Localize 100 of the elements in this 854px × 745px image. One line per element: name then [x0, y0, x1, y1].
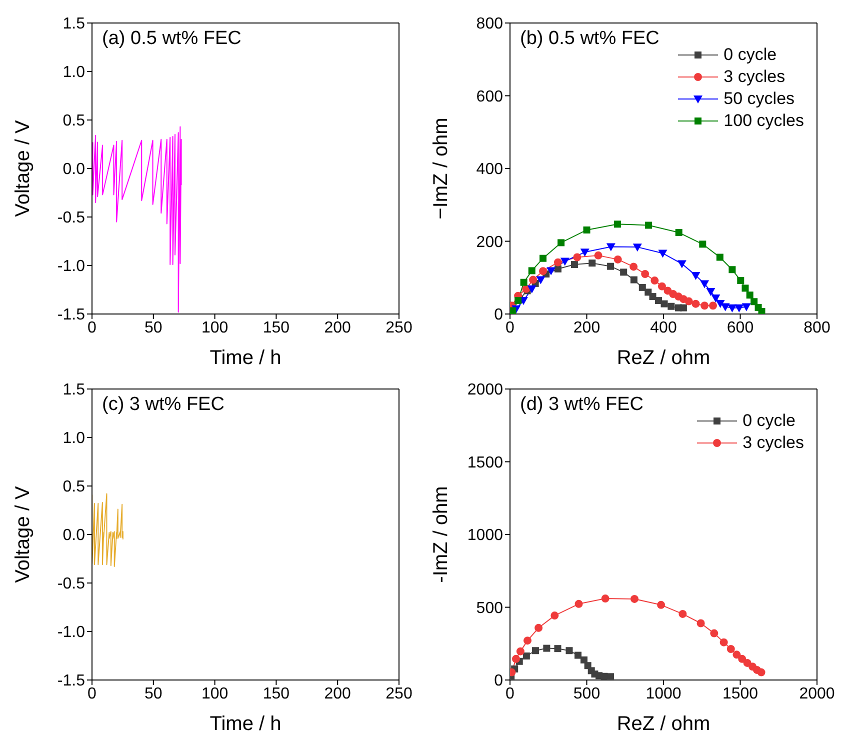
point: [534, 624, 543, 632]
point: [583, 226, 590, 234]
point: [614, 255, 622, 264]
y-tick-label: 1.5: [62, 382, 86, 399]
point: [632, 244, 642, 252]
point: [536, 276, 546, 284]
point: [758, 308, 766, 314]
point: [520, 278, 528, 286]
point: [746, 292, 754, 299]
point: [588, 260, 596, 267]
point: [700, 302, 709, 310]
legend-label: 50 cycles: [724, 88, 795, 110]
point: [641, 270, 650, 278]
y-tick-label: 1500: [467, 454, 504, 472]
x-tick-label: 0: [506, 319, 515, 336]
y-tick-label: -1.0: [57, 258, 86, 276]
point: [716, 300, 725, 308]
x-axis-title: Time / h: [210, 713, 282, 735]
point: [638, 284, 646, 291]
chart-title: (a) 0.5 wt% FEC: [102, 28, 242, 50]
y-tick-label: 1000: [467, 527, 504, 544]
y-tick-label: -1.5: [57, 306, 86, 324]
point: [529, 276, 538, 284]
point: [594, 251, 602, 260]
point: [757, 668, 766, 676]
y-tick-label: 2000: [467, 382, 504, 399]
point: [560, 258, 570, 266]
point: [554, 645, 562, 652]
y-tick-label: 200: [476, 234, 504, 251]
point: [580, 656, 588, 664]
point: [658, 282, 666, 290]
x-tick-label: 100: [201, 319, 228, 336]
legend-label: 100 cycles: [724, 110, 804, 132]
x-axis-title: ReZ / ohm: [616, 347, 710, 369]
point: [696, 619, 705, 628]
x-tick-label: 400: [650, 319, 677, 336]
point: [742, 284, 749, 292]
point: [668, 302, 675, 310]
y-tick-label: 0.0: [62, 161, 86, 178]
x-tick-label: 200: [324, 685, 352, 702]
point: [606, 243, 616, 252]
point: [570, 261, 578, 268]
y-tick-label: -1.0: [57, 624, 86, 642]
point: [710, 629, 718, 638]
x-tick-label: 150: [262, 685, 290, 702]
y-tick-label: 0.0: [62, 527, 86, 544]
x-axis-title: Time / h: [210, 347, 282, 369]
point: [543, 644, 550, 652]
point: [660, 300, 668, 308]
point: [645, 222, 652, 229]
point: [630, 594, 638, 603]
y-tick-label: -0.5: [57, 576, 86, 593]
point: [699, 240, 706, 248]
point: [728, 266, 736, 274]
point: [649, 293, 656, 300]
point: [630, 276, 638, 284]
point: [522, 652, 530, 660]
point: [655, 297, 662, 304]
point: [709, 302, 718, 310]
x-tick-label: 200: [324, 319, 352, 336]
x-tick-label: 2000: [799, 685, 835, 702]
y-tick-label: 600: [476, 88, 504, 106]
legend-label: 3 cycles: [742, 432, 804, 454]
point: [574, 600, 583, 608]
point: [580, 248, 590, 257]
point: [737, 277, 744, 284]
point: [726, 645, 735, 654]
x-tick-label: 0: [88, 319, 97, 336]
y-axis-title: Voltage / V: [12, 485, 34, 583]
point: [516, 647, 524, 656]
point: [620, 268, 628, 276]
point: [574, 652, 582, 659]
point: [716, 254, 724, 261]
y-tick-label: 0.5: [62, 478, 86, 496]
x-tick-label: 600: [726, 319, 754, 336]
x-tick-label: 50: [144, 319, 162, 336]
y-tick-label: 1.0: [62, 430, 86, 448]
point: [524, 636, 532, 645]
point: [573, 253, 582, 262]
point: [691, 272, 700, 280]
point: [734, 304, 744, 312]
x-axis-title: ReZ / ohm: [616, 713, 710, 735]
point: [677, 260, 686, 268]
point: [720, 303, 730, 312]
y-tick-label: 400: [476, 161, 504, 178]
point: [554, 265, 562, 272]
point: [539, 267, 548, 276]
point: [658, 250, 668, 258]
legend-label: 3 cycles: [724, 66, 786, 88]
point: [657, 600, 666, 609]
point: [684, 297, 693, 306]
point: [532, 647, 539, 654]
point: [601, 594, 610, 603]
point: [675, 229, 682, 236]
legend-label: 0 cycle: [724, 44, 777, 66]
chart-title: (d) 3 wt% FEC: [520, 394, 644, 416]
point: [550, 612, 559, 620]
point: [607, 673, 614, 680]
y-axis-title: −ImZ / ohm: [430, 118, 452, 220]
chart-title: (c) 3 wt% FEC: [102, 394, 224, 416]
